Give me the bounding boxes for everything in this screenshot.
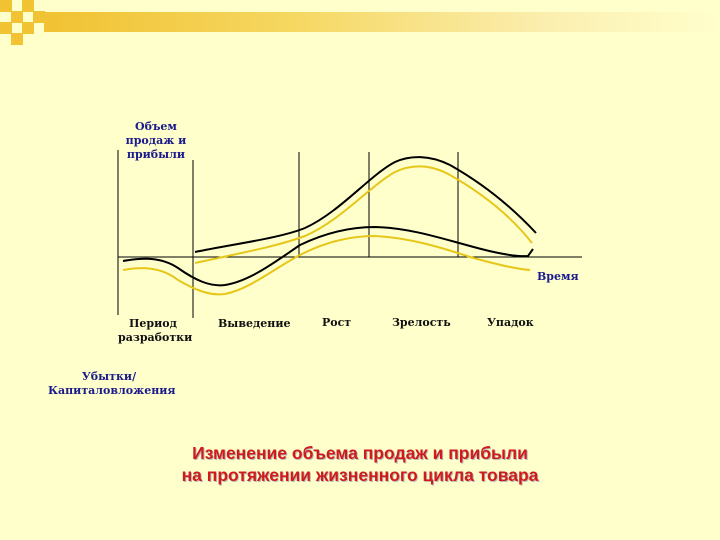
slide-caption-line-1: Изменение объема продаж и прибыли: [192, 443, 528, 463]
deco-square: [22, 22, 34, 34]
y-axis-label: Объем продаж и прибыли: [120, 120, 192, 162]
stage-label-growth: Рост: [322, 316, 352, 329]
header-gradient-bar: [44, 12, 720, 32]
deco-square: [0, 22, 12, 34]
y-axis-label-line: Объем: [135, 120, 177, 133]
loss-label-line: Капиталовложения: [48, 384, 176, 397]
stage-label-maturity: Зрелость: [392, 316, 451, 329]
deco-square: [33, 11, 45, 23]
deco-square: [22, 0, 34, 12]
stage-label-development: Период разработки: [118, 317, 193, 345]
y-axis-label-line: прибыли: [126, 148, 186, 161]
deco-square: [0, 0, 12, 12]
stage-label-line: разработки: [118, 331, 193, 344]
loss-label: Убытки/ Капиталовложения: [48, 370, 176, 398]
sales-curve-black: [194, 156, 537, 253]
profit-curve-yellow: [122, 234, 531, 296]
x-axis-label: Время: [537, 270, 579, 283]
loss-label-line: Убытки/: [81, 370, 137, 383]
stage-label-line: Период: [129, 317, 177, 330]
y-axis-label-line: продаж и: [125, 134, 187, 147]
deco-square: [11, 11, 23, 23]
sales-curve-yellow: [194, 165, 533, 264]
profit-curve-black: [122, 225, 534, 287]
slide-caption-line-2: на протяжении жизненного цикла товара: [181, 465, 539, 485]
stage-label-decline: Упадок: [487, 316, 534, 329]
deco-square: [11, 33, 23, 45]
stage-label-introduction: Выведение: [218, 317, 291, 330]
